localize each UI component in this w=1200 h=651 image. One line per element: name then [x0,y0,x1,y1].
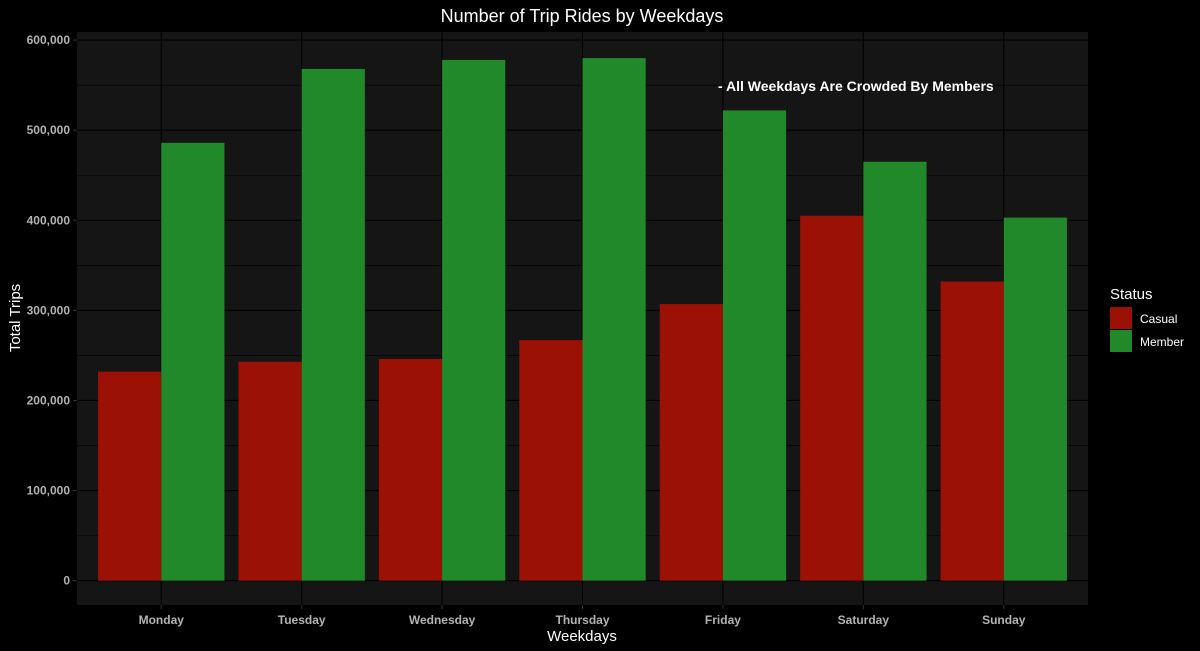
legend-label-casual: Casual [1140,312,1177,326]
y-axis-title: Total Trips [7,284,24,352]
y-tick-label: 400,000 [27,213,71,227]
chart-annotation: - All Weekdays Are Crowded By Members [718,78,994,94]
bar-casual-tuesday [238,361,302,581]
bar-member-wednesday [442,59,506,581]
x-tick-label: Monday [139,613,185,627]
x-axis-ticks: Monday Tuesday Wednesday Thursday Friday Satu… [139,605,1026,627]
y-tick-label: 500,000 [27,123,71,137]
chart-title: Number of Trip Rides by Weekdays [441,6,724,26]
y-axis-ticks: 0 100,000 200,000 300,000 400,000 500,000 600,… [27,33,77,588]
bar-casual-monday [98,371,162,581]
y-tick-label: 600,000 [27,33,71,47]
bar-member-thursday [582,58,646,581]
x-tick-label: Wednesday [409,613,476,627]
x-tick-label: Saturday [838,613,890,627]
bar-casual-friday [659,304,723,581]
bar-casual-saturday [800,215,864,581]
x-tick-label: Thursday [555,613,609,627]
bar-member-monday [161,142,225,581]
bar-casual-sunday [940,281,1004,581]
legend-key-casual [1110,307,1132,329]
x-tick-label: Tuesday [278,613,326,627]
bar-member-sunday [1003,217,1067,581]
legend: Status Casual Member [1110,286,1184,352]
x-tick-label: Friday [705,613,741,627]
bar-member-saturday [863,161,927,581]
legend-label-member: Member [1140,335,1184,349]
bar-member-friday [722,110,787,581]
bar-casual-wednesday [378,359,443,581]
y-tick-label: 0 [63,574,70,588]
y-tick-label: 300,000 [27,303,71,317]
y-tick-label: 200,000 [27,393,71,407]
bar-member-tuesday [301,68,365,581]
x-tick-label: Sunday [982,613,1026,627]
legend-key-member [1110,330,1132,352]
bars [98,58,1067,581]
x-axis-title: Weekdays [547,628,617,645]
bar-casual-thursday [519,340,583,581]
y-tick-label: 100,000 [27,484,71,498]
legend-title: Status [1110,286,1153,303]
